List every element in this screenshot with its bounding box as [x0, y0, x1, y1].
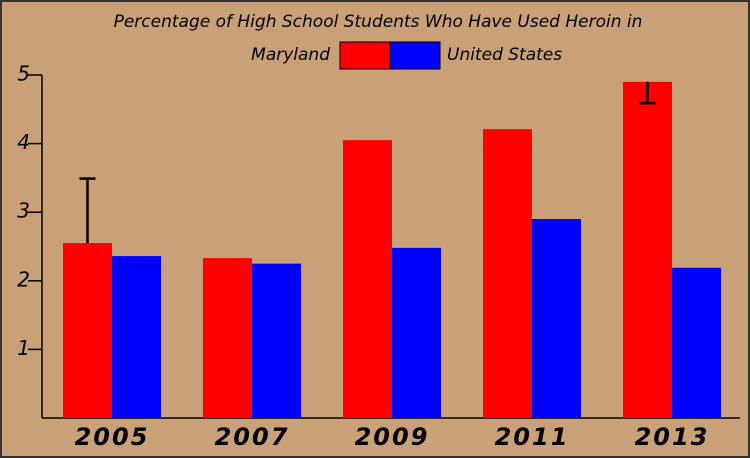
bar — [343, 140, 392, 419]
bar — [392, 247, 441, 418]
bar — [672, 267, 721, 418]
bar — [63, 243, 112, 418]
legend-label: Maryland — [251, 45, 330, 65]
bar — [112, 256, 161, 418]
y-tick-label: 2 — [17, 267, 30, 291]
legend-swatch — [339, 41, 391, 70]
x-tick-label: 2013 — [635, 423, 710, 451]
bar — [623, 81, 672, 419]
bar — [532, 219, 581, 418]
bar — [252, 263, 301, 418]
bar — [483, 129, 532, 418]
x-tick-label: 2007 — [215, 423, 290, 451]
bar — [203, 258, 252, 418]
y-tick-label: 4 — [17, 130, 30, 154]
legend-swatch — [389, 41, 441, 70]
y-tick-label: 1 — [17, 336, 30, 360]
x-tick-label: 2011 — [495, 423, 570, 451]
x-tick-label: 2005 — [75, 423, 150, 451]
y-tick-label: 5 — [17, 62, 30, 86]
y-tick-label: 3 — [17, 199, 30, 223]
legend-label: United States — [447, 45, 562, 65]
x-tick-label: 2009 — [355, 423, 430, 451]
chart-title: Percentage of High School Students Who H… — [114, 12, 643, 32]
